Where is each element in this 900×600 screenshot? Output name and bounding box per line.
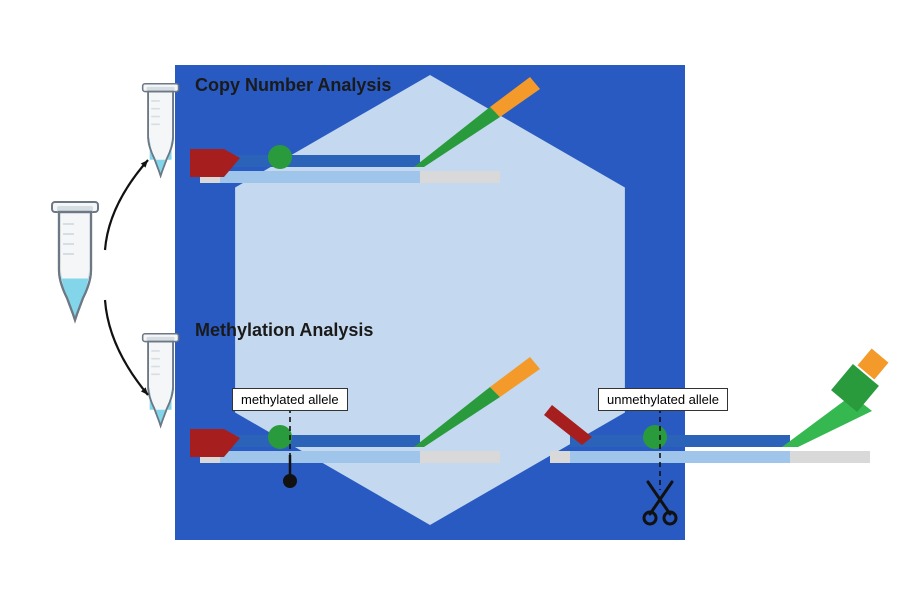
diagram-canvas <box>0 0 900 600</box>
methylation-title: Methylation Analysis <box>195 320 373 341</box>
copy-number-title: Copy Number Analysis <box>195 75 391 96</box>
methylated-allele-label: methylated allele <box>232 388 348 411</box>
unmethylated-allele-label: unmethylated allele <box>598 388 728 411</box>
